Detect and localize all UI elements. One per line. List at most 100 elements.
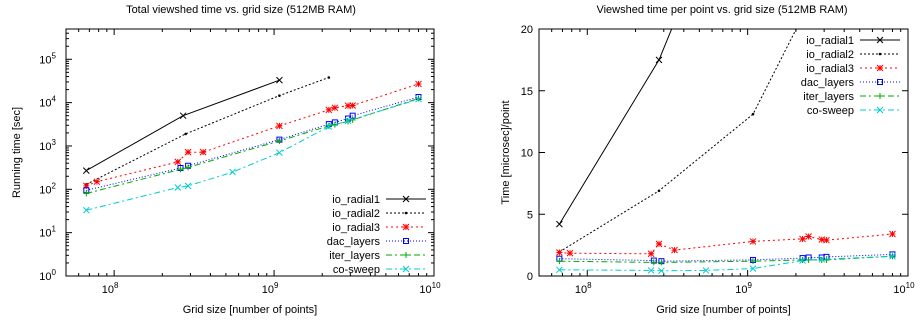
data-point-io_radial3 <box>415 80 422 88</box>
legend-label: io_radial2 <box>806 49 854 61</box>
data-point-co-sweep <box>658 267 665 275</box>
legend-marker-co-sweep <box>402 265 410 273</box>
x-axis-label: Grid size [number of points] <box>183 304 318 316</box>
data-point-iter_layers <box>650 259 657 266</box>
data-point-io_radial3 <box>671 246 678 254</box>
data-point-io_radial3 <box>647 250 655 258</box>
legend-marker-io_radial2 <box>878 52 882 56</box>
y-tick-base: 10 <box>39 228 51 240</box>
x-tick-label: 108 <box>102 281 119 296</box>
data-point-co-sweep <box>415 95 422 103</box>
data-point-io_radial2 <box>184 132 187 136</box>
chart-total-time: Total viewshed time vs. grid size (512MB… <box>11 4 441 316</box>
data-point-io_radial1 <box>276 76 283 84</box>
y-tick-label: 100 <box>39 268 56 283</box>
data-point-co-sweep <box>647 267 655 274</box>
data-point-co-sweep <box>799 257 806 264</box>
data-point-co-sweep <box>184 182 192 190</box>
data-point-co-sweep <box>556 266 563 274</box>
data-point-co-sweep <box>174 184 182 191</box>
data-point-io_radial3 <box>174 158 182 166</box>
data-point-iter_layers <box>556 258 563 265</box>
series-line-io_radial3 <box>559 233 893 255</box>
data-point-co-sweep <box>818 255 826 263</box>
data-point-io_radial3 <box>799 235 806 243</box>
data-point-iter_layers <box>185 164 192 171</box>
legend-label: co-sweep <box>333 264 380 276</box>
data-point-io_radial3 <box>349 102 357 109</box>
chart-title: Total viewshed time vs. grid size (512MB… <box>126 4 356 16</box>
data-point-iter_layers <box>276 138 283 145</box>
y-tick-label: 0 <box>527 271 533 283</box>
data-point-io_radial3 <box>823 236 830 244</box>
data-point-iter_layers <box>823 256 830 263</box>
data-point-co-sweep <box>82 206 90 214</box>
legend-marker-io_radial3 <box>402 223 410 231</box>
series-line-iter_layers <box>86 97 419 194</box>
x-tick-exponent: 10 <box>432 281 441 290</box>
data-point-io_radial1 <box>556 220 563 228</box>
x-tick-label: 108 <box>575 281 592 296</box>
series-line-co-sweep <box>559 255 893 272</box>
data-point-io_radial3 <box>184 148 192 156</box>
data-point-iter_layers <box>415 95 422 102</box>
data-point-io_radial2 <box>278 94 281 97</box>
x-tick-exponent: 8 <box>587 281 592 290</box>
legend-marker-io_radial3 <box>876 64 884 72</box>
data-point-co-sweep <box>325 123 333 130</box>
legend-marker-iter_layers <box>403 252 409 258</box>
series-line-iter_layers <box>559 255 893 263</box>
y-tick-label: 104 <box>39 95 56 110</box>
y-tick-label: 103 <box>39 138 56 153</box>
x-tick-base: 10 <box>419 284 431 296</box>
data-point-io_radial1 <box>82 167 90 174</box>
legend-label: co-sweep <box>807 105 854 117</box>
y-tick-base: 10 <box>39 184 51 196</box>
data-point-iter_layers <box>83 190 90 197</box>
series-line-io_radial2 <box>86 77 329 185</box>
y-tick-exponent: 3 <box>52 138 57 147</box>
y-tick-exponent: 5 <box>52 51 57 60</box>
legend-label: iter_layers <box>329 250 380 262</box>
x-tick-base: 10 <box>735 284 747 296</box>
y-tick-base: 10 <box>39 271 51 283</box>
y-tick-label: 15 <box>521 86 533 98</box>
legend-label: dac_layers <box>801 77 855 89</box>
x-tick-base: 10 <box>262 284 274 296</box>
series-line-io_radial1 <box>558 29 673 225</box>
series-line-dac_layers <box>559 253 893 262</box>
x-tick-label: 1010 <box>419 281 441 296</box>
y-axis-label: Running time [sec] <box>11 107 23 198</box>
y-tick-label: 102 <box>39 181 56 196</box>
y-tick-label: 20 <box>521 24 533 36</box>
y-tick-label: 10 <box>521 148 533 160</box>
data-point-io_radial3 <box>805 233 812 240</box>
data-point-io_radial2 <box>751 112 755 116</box>
y-axis-label: Time [microsec]/point <box>500 100 512 204</box>
data-point-io_radial3 <box>818 236 826 243</box>
y-tick-exponent: 2 <box>52 181 57 190</box>
legend-label: io_radial1 <box>332 194 380 206</box>
x-tick-exponent: 8 <box>114 281 119 290</box>
data-point-io_radial3 <box>655 240 663 248</box>
y-tick-base: 10 <box>39 141 51 153</box>
legend-label: iter_layers <box>803 91 854 103</box>
plot-area <box>82 76 422 214</box>
y-tick-base: 10 <box>39 98 51 110</box>
data-point-iter_layers <box>749 258 756 265</box>
data-point-io_radial2 <box>657 189 661 193</box>
legend-marker-co-sweep <box>876 106 884 114</box>
x-tick-base: 10 <box>893 284 905 296</box>
data-point-io_radial3 <box>344 102 352 110</box>
y-tick-base: 10 <box>39 54 51 66</box>
data-point-io_radial2 <box>327 76 331 79</box>
series-line-dac_layers <box>86 96 419 191</box>
data-point-co-sweep <box>229 168 236 176</box>
x-tick-label: 109 <box>262 281 279 296</box>
data-point-io_radial3 <box>325 106 333 114</box>
data-point-io_radial1 <box>179 112 187 120</box>
x-tick-exponent: 9 <box>748 281 753 290</box>
series-line-io_radial2 <box>559 29 797 253</box>
x-tick-label: 109 <box>735 281 752 296</box>
